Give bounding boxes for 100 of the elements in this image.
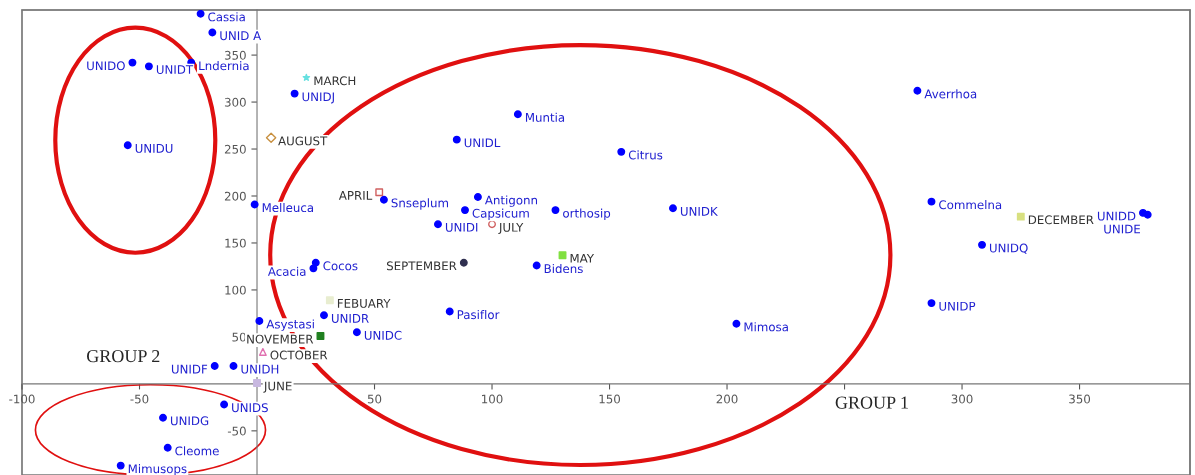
point: [927, 299, 936, 308]
series-label: NOVEMBER: [247, 334, 314, 344]
point: [255, 316, 264, 325]
data-label: Bidens: [544, 263, 583, 274]
data-label: Pasiflor: [457, 310, 500, 320]
data-label: orthosip: [563, 208, 611, 220]
data-label: Averrhoa: [924, 89, 977, 99]
x-tick-label: 200: [716, 394, 738, 404]
annotation: GROUP 1: [835, 396, 908, 409]
data-label: Cleome: [175, 446, 219, 456]
data-label: UNIDT: [156, 65, 194, 74]
y-tick-label: 150: [225, 238, 246, 248]
point: [927, 197, 936, 206]
series-label: APRIL: [338, 191, 373, 200]
point: [513, 110, 522, 119]
data-label: Acacia: [267, 266, 306, 276]
point: [978, 240, 986, 249]
data-label: UNIDR: [331, 314, 369, 323]
point: [128, 58, 137, 67]
y-tick-label: -50: [227, 426, 246, 436]
data-label: Commelna: [939, 200, 1002, 210]
point: [434, 220, 442, 229]
point: [473, 192, 482, 201]
point: [1143, 210, 1152, 219]
y-tick-label: 300: [224, 97, 246, 107]
point: [229, 362, 238, 370]
point: [220, 400, 229, 409]
data-label: UNIDS: [232, 403, 268, 413]
point: [320, 311, 328, 320]
series-label: AUGUST: [278, 136, 328, 146]
point: [290, 89, 299, 98]
y-tick-label: 200: [224, 191, 246, 201]
point: [258, 347, 267, 356]
point: [669, 204, 677, 213]
point: [375, 188, 384, 197]
point: [253, 378, 261, 387]
data-label: UNIDL: [464, 138, 501, 148]
data-label: Capsicum: [472, 208, 529, 220]
x-tick-label: 50: [367, 394, 382, 404]
point: [123, 141, 132, 150]
data-label: UNIDG: [170, 416, 209, 426]
data-label: UNIDO: [87, 61, 125, 71]
point: [617, 147, 626, 156]
y-tick-label: 250: [224, 144, 246, 154]
data-label: UNIDC: [364, 330, 402, 340]
x-tick-label: 300: [951, 394, 973, 404]
x-tick-label: 150: [599, 394, 621, 404]
data-label: UNIDE: [1104, 224, 1140, 234]
point: [325, 296, 334, 305]
point: [732, 319, 741, 328]
point: [551, 206, 560, 215]
data-label: UNID A: [220, 31, 262, 41]
point: [196, 10, 205, 18]
point: [159, 413, 167, 422]
data-label: Antigonn: [484, 195, 538, 207]
data-label: UNIDK: [680, 207, 718, 216]
annotation: GROUP 2: [86, 350, 160, 363]
point: [913, 86, 922, 95]
point: [163, 443, 172, 452]
data-label: UNIDH: [241, 364, 279, 374]
y-tick-label: 100: [225, 285, 246, 295]
point: [250, 200, 259, 209]
data-label: Asystasi: [266, 319, 314, 331]
point: [210, 362, 219, 370]
data-label: UNIDI: [445, 223, 478, 232]
series-label: MAY: [570, 254, 595, 263]
point: [316, 332, 325, 340]
data-label: Cassia: [208, 12, 245, 22]
x-tick-label: 350: [1069, 394, 1091, 404]
point: [265, 132, 277, 144]
data-label: UNIDQ: [989, 243, 1028, 254]
point: [461, 206, 469, 215]
series-label: JULY: [498, 223, 524, 234]
data-label: UNIDJ: [302, 92, 334, 104]
point: [302, 73, 311, 81]
point: [532, 261, 541, 270]
point: [116, 461, 125, 470]
point: [445, 307, 454, 316]
data-label: Mimosa: [744, 322, 788, 332]
data-label: Snseplum: [391, 198, 448, 210]
point: [452, 135, 461, 144]
data-label: Cocos: [323, 261, 358, 271]
series-label: FEBUARY: [337, 299, 391, 308]
series-label: SEPTEMBER: [386, 261, 457, 271]
point: [352, 328, 361, 337]
series-label: JUNE: [263, 381, 292, 393]
data-label: UNIDF: [171, 364, 208, 374]
data-label: UNIDU: [135, 144, 173, 153]
data-label: Muntia: [525, 112, 565, 122]
point: [311, 258, 320, 267]
series-label: OCTOBER: [270, 350, 328, 360]
series-label: DECEMBER: [1028, 215, 1094, 225]
series-label: MARCH: [314, 76, 356, 86]
point: [459, 258, 468, 267]
point: [379, 195, 388, 204]
point: [208, 28, 217, 37]
point: [144, 62, 153, 71]
data-label: Citrus: [628, 150, 663, 160]
data-label: Melleuca: [262, 202, 314, 213]
point: [558, 251, 567, 260]
